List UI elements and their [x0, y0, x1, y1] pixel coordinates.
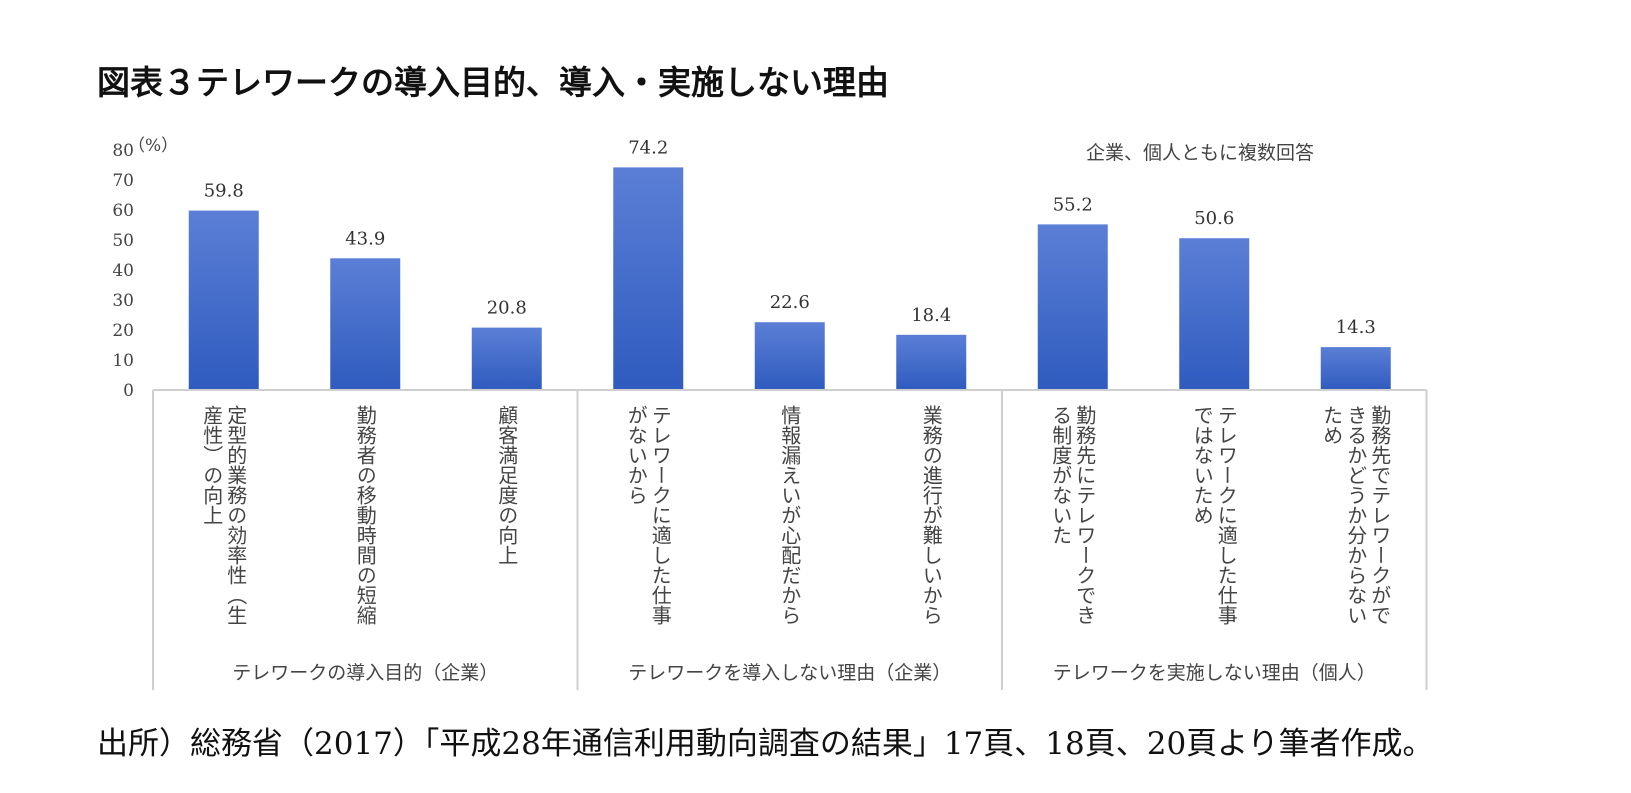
- y-tick-label: 50: [112, 231, 134, 251]
- data-label: 50.6: [1194, 208, 1234, 229]
- category-label: 勤務者の移動時間の短縮: [353, 405, 377, 625]
- category-label: 産性）の向上: [200, 405, 224, 525]
- data-label: 18.4: [911, 305, 951, 326]
- category-label: ではないため: [1190, 405, 1214, 525]
- group-label: テレワークを実施しない理由（個人）: [1053, 662, 1376, 684]
- group-labels-layer: テレワークの導入目的（企業） テレワークを導入しない理由（企業） テレワークを実施し…: [232, 662, 1376, 684]
- group-label: テレワークを導入しない理由（企業）: [628, 662, 951, 684]
- y-axis: 0 10 20 30 40 50 60 70 80: [112, 141, 134, 401]
- category-frame: [152, 389, 1428, 690]
- y-tick-label: 30: [112, 291, 134, 311]
- bar: [471, 327, 542, 390]
- data-label: 74.2: [628, 137, 668, 158]
- bar: [1179, 238, 1250, 390]
- y-tick-label: 0: [123, 381, 134, 401]
- bar: [330, 258, 401, 390]
- y-tick-label: 80: [112, 141, 134, 161]
- bar: [1320, 347, 1391, 390]
- data-label: 22.6: [770, 292, 810, 313]
- category-label: 勤務先でテレワークがで: [1368, 405, 1392, 625]
- category-label: ため: [1320, 405, 1344, 445]
- category-label: る制度がないた: [1049, 405, 1073, 545]
- data-label: 20.8: [487, 298, 527, 319]
- y-axis-unit-label: （%）: [128, 136, 178, 156]
- bar: [613, 167, 684, 390]
- category-labels-layer: 定型的業務の効率性（生産性）の向上 勤務者の移動時間の短縮 顧客満足度の向上 テレワー…: [200, 405, 1392, 625]
- bars-layer: [188, 167, 1391, 390]
- y-tick-label: 40: [112, 261, 134, 281]
- source-note: 出所）総務省（2017）「平成28年通信利用動向調査の結果」17頁、18頁、20…: [97, 726, 1434, 762]
- data-label: 59.8: [204, 181, 244, 202]
- category-label: がないから: [624, 405, 648, 505]
- data-label: 55.2: [1053, 194, 1093, 215]
- y-tick-label: 60: [112, 201, 134, 221]
- category-label: 業務の進行が難しいから: [919, 405, 943, 625]
- data-label: 43.9: [345, 228, 385, 249]
- bar-chart: 0 10 20 30 40 50 60 70 80 （%） 企業、個人ともに複数回答 59.8 4…: [112, 136, 1428, 690]
- category-label: 勤務先にテレワークでき: [1073, 405, 1097, 625]
- bar: [188, 210, 259, 390]
- y-tick-label: 20: [112, 321, 134, 341]
- category-label: 定型的業務の効率性（生: [224, 405, 248, 625]
- y-tick-label: 10: [112, 351, 134, 371]
- chart-title: 図表３テレワークの導入目的、導入・実施しない理由: [97, 63, 889, 102]
- bar: [896, 334, 967, 390]
- category-label: 顧客満足度の向上: [495, 405, 519, 565]
- category-label: きるかどうか分からない: [1344, 405, 1368, 625]
- category-label: テレワークに適した仕事: [1214, 405, 1238, 625]
- y-tick-label: 70: [112, 171, 134, 191]
- bar: [754, 322, 825, 390]
- category-label: テレワークに適した仕事: [648, 405, 672, 625]
- bar: [1037, 224, 1108, 390]
- data-label: 14.3: [1336, 317, 1376, 338]
- chart-note: 企業、個人ともに複数回答: [1086, 142, 1314, 164]
- value-labels-layer: 59.8 43.9 20.8 74.2 22.6 18.4 55.2 50.6 14.3: [204, 137, 1376, 338]
- group-label: テレワークの導入目的（企業）: [232, 662, 498, 684]
- category-label: 情報漏えいが心配だから: [778, 405, 802, 625]
